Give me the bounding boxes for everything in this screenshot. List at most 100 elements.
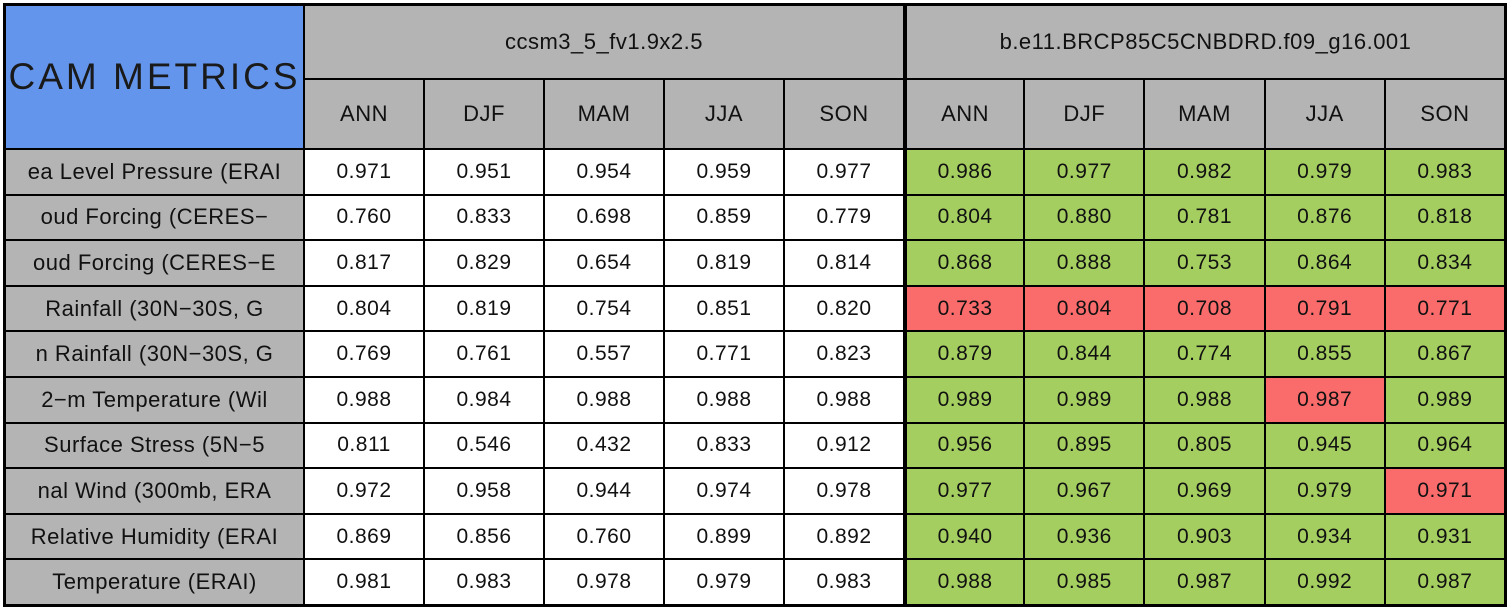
value-cell: 0.879 xyxy=(905,332,1024,376)
season-header: JJA xyxy=(1265,80,1384,148)
value-cell: 0.771 xyxy=(1385,286,1504,331)
value-cell: 0.978 xyxy=(545,560,663,604)
value-cell: 0.867 xyxy=(1385,332,1504,376)
value-cell: 0.733 xyxy=(905,286,1024,331)
value-cell: 0.557 xyxy=(545,332,663,376)
season-header: DJF xyxy=(1025,80,1144,148)
season-header: SON xyxy=(1385,80,1504,148)
row-label: oud Forcing (CERES−E xyxy=(6,241,303,285)
value-cell: 0.698 xyxy=(545,195,663,240)
row-label: 2−m Temperature (Wil xyxy=(6,377,303,422)
value-cell: 0.985 xyxy=(1025,560,1144,604)
value-cell: 0.769 xyxy=(305,332,423,376)
value-cell: 0.986 xyxy=(905,150,1024,194)
value-cell: 0.979 xyxy=(1265,150,1384,194)
value-cell: 0.781 xyxy=(1145,195,1264,240)
value-cell: 0.708 xyxy=(1145,286,1264,331)
value-cell: 0.888 xyxy=(1025,241,1144,285)
value-cell: 0.978 xyxy=(785,469,903,513)
value-cell: 0.982 xyxy=(1145,150,1264,194)
value-cell: 0.989 xyxy=(1025,377,1144,422)
value-cell: 0.774 xyxy=(1145,332,1264,376)
value-cell: 0.981 xyxy=(305,560,423,604)
value-cell: 0.753 xyxy=(1145,241,1264,285)
season-header: ANN xyxy=(305,80,423,148)
value-cell: 0.819 xyxy=(665,241,783,285)
value-cell: 0.988 xyxy=(545,377,663,422)
value-cell: 0.956 xyxy=(905,423,1024,468)
value-cell: 0.895 xyxy=(1025,423,1144,468)
value-cell: 0.804 xyxy=(1025,286,1144,331)
value-cell: 0.987 xyxy=(1145,560,1264,604)
value-cell: 0.972 xyxy=(305,469,423,513)
value-cell: 0.971 xyxy=(1385,469,1504,513)
value-cell: 0.945 xyxy=(1265,423,1384,468)
value-cell: 0.983 xyxy=(425,560,543,604)
value-cell: 0.820 xyxy=(785,286,903,331)
value-cell: 0.869 xyxy=(305,514,423,559)
value-cell: 0.811 xyxy=(305,423,423,468)
value-cell: 0.951 xyxy=(425,150,543,194)
value-cell: 0.761 xyxy=(425,332,543,376)
value-cell: 0.988 xyxy=(905,560,1024,604)
value-cell: 0.760 xyxy=(305,195,423,240)
row-label: Rainfall (30N−30S, G xyxy=(6,286,303,331)
value-cell: 0.899 xyxy=(665,514,783,559)
value-cell: 0.971 xyxy=(305,150,423,194)
value-cell: 0.856 xyxy=(425,514,543,559)
value-cell: 0.903 xyxy=(1145,514,1264,559)
value-cell: 0.984 xyxy=(425,377,543,422)
value-cell: 0.936 xyxy=(1025,514,1144,559)
value-cell: 0.814 xyxy=(785,241,903,285)
value-cell: 0.979 xyxy=(665,560,783,604)
value-cell: 0.818 xyxy=(1385,195,1504,240)
value-cell: 0.876 xyxy=(1265,195,1384,240)
table-title: CAM METRICS xyxy=(6,6,303,148)
value-cell: 0.977 xyxy=(785,150,903,194)
value-cell: 0.833 xyxy=(425,195,543,240)
value-cell: 0.432 xyxy=(545,423,663,468)
value-cell: 0.892 xyxy=(785,514,903,559)
value-cell: 0.864 xyxy=(1265,241,1384,285)
cam-metrics-table: CAM METRICS ccsm3_5_fv1.9x2.5 b.e11.BRCP… xyxy=(3,3,1507,607)
row-label: Surface Stress (5N−5 xyxy=(6,423,303,468)
value-cell: 0.958 xyxy=(425,469,543,513)
value-cell: 0.779 xyxy=(785,195,903,240)
value-cell: 0.654 xyxy=(545,241,663,285)
value-cell: 0.974 xyxy=(665,469,783,513)
season-header: SON xyxy=(785,80,903,148)
value-cell: 0.989 xyxy=(905,377,1024,422)
value-cell: 0.940 xyxy=(905,514,1024,559)
value-cell: 0.987 xyxy=(1265,377,1384,422)
value-cell: 0.804 xyxy=(905,195,1024,240)
value-cell: 0.912 xyxy=(785,423,903,468)
row-label: Relative Humidity (ERAI xyxy=(6,514,303,559)
value-cell: 0.851 xyxy=(665,286,783,331)
season-header: JJA xyxy=(665,80,783,148)
value-cell: 0.823 xyxy=(785,332,903,376)
value-cell: 0.983 xyxy=(785,560,903,604)
value-cell: 0.992 xyxy=(1265,560,1384,604)
value-cell: 0.959 xyxy=(665,150,783,194)
value-cell: 0.844 xyxy=(1025,332,1144,376)
value-cell: 0.931 xyxy=(1385,514,1504,559)
value-cell: 0.819 xyxy=(425,286,543,331)
value-cell: 0.954 xyxy=(545,150,663,194)
value-cell: 0.989 xyxy=(1385,377,1504,422)
value-cell: 0.977 xyxy=(1025,150,1144,194)
value-cell: 0.988 xyxy=(785,377,903,422)
value-cell: 0.934 xyxy=(1265,514,1384,559)
value-cell: 0.805 xyxy=(1145,423,1264,468)
model-header-cesm: b.e11.BRCP85C5CNBDRD.f09_g16.001 xyxy=(905,6,1504,78)
season-header: MAM xyxy=(1145,80,1264,148)
value-cell: 0.979 xyxy=(1265,469,1384,513)
value-cell: 0.880 xyxy=(1025,195,1144,240)
value-cell: 0.760 xyxy=(545,514,663,559)
row-label: nal Wind (300mb, ERA xyxy=(6,469,303,513)
value-cell: 0.829 xyxy=(425,241,543,285)
row-label: oud Forcing (CERES− xyxy=(6,195,303,240)
row-label: ea Level Pressure (ERAI xyxy=(6,150,303,194)
row-label: n Rainfall (30N−30S, G xyxy=(6,332,303,376)
value-cell: 0.771 xyxy=(665,332,783,376)
value-cell: 0.791 xyxy=(1265,286,1384,331)
